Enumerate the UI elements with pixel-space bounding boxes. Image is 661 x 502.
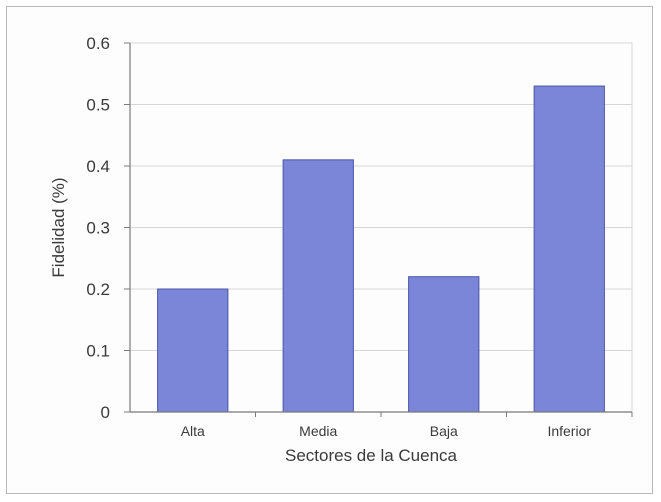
y-tick-label: 0.5 — [86, 96, 110, 115]
axes — [124, 42, 633, 417]
y-tick-label: 0 — [101, 403, 110, 422]
x-category-label: Media — [299, 423, 337, 439]
y-tick-label: 0.2 — [86, 280, 110, 299]
x-category-label: Inferior — [547, 423, 591, 439]
y-tick-label: 0.6 — [86, 34, 110, 53]
bar-alta — [157, 288, 229, 413]
x-category-labels: Alta Media Baja Inferior — [181, 423, 592, 439]
y-tick-labels: 0 0.1 0.2 0.3 0.4 0.5 0.6 — [86, 34, 110, 422]
bar-baja — [408, 276, 480, 413]
bar-media — [282, 159, 354, 413]
y-tick-label: 0.4 — [86, 157, 110, 176]
y-axis-title: Fidelidad (%) — [49, 177, 68, 277]
y-tick-label: 0.1 — [86, 342, 110, 361]
y-tick-label: 0.3 — [86, 219, 110, 238]
bars — [157, 85, 605, 413]
x-category-label: Alta — [181, 423, 205, 439]
x-category-label: Baja — [430, 423, 458, 439]
x-axis-title: Sectores de la Cuenca — [285, 446, 458, 465]
bar-inferior — [533, 85, 605, 413]
